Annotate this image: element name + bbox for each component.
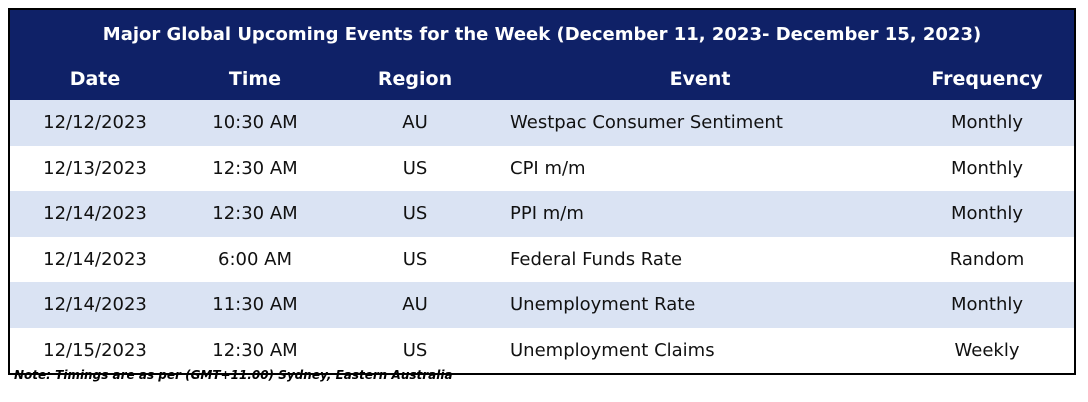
table-cell: Monthly: [900, 100, 1075, 146]
table-cell: Weekly: [954, 339, 1020, 361]
table-cell: Random: [949, 248, 1025, 270]
table-cell: 12/13/2023: [43, 157, 147, 179]
table-cell: 6:00 AM: [218, 248, 292, 270]
table-cell: 12/14/2023: [10, 191, 180, 237]
table-row: 12/15/2023 12:30 AM US Unemployment Claims W…: [10, 328, 1074, 374]
table-cell: Monthly: [950, 157, 1024, 179]
table-cell: AU: [330, 282, 500, 328]
events-table: Major Global Upcoming Events for the Wee…: [8, 8, 1076, 375]
table-cell: 12/14/2023: [10, 282, 180, 328]
table-cell: 12:30 AM: [212, 157, 298, 179]
table-cell: PPI m/m: [500, 191, 900, 237]
table-cell: 12:30 AM: [180, 191, 330, 237]
table-cell: Unemployment Claims: [510, 339, 715, 361]
header-row: Date Time Region Event Frequency: [10, 58, 1075, 100]
column-header: Region: [330, 58, 500, 100]
table-cell: 12:30 AM: [212, 339, 298, 361]
table-cell: US: [330, 191, 500, 237]
table-cell: US: [402, 248, 428, 270]
column-header: Date: [10, 58, 180, 100]
table-cell: 12/15/2023: [43, 339, 147, 361]
table-row: 12/12/2023 10:30 AM AU Westpac Consumer Sen…: [10, 100, 1075, 146]
table-cell: 12/14/2023: [43, 248, 147, 270]
table-cell: Westpac Consumer Sentiment: [500, 100, 900, 146]
table-cell: Unemployment Rate: [500, 282, 900, 328]
note: Note: Timings are as per (GMT+11.00) Syd…: [14, 368, 453, 382]
table-cell: Federal Funds Rate: [510, 248, 683, 270]
table-cell: US: [402, 339, 428, 361]
table-cell: 11:30 AM: [180, 282, 330, 328]
table-cell: US: [402, 157, 428, 179]
column-header: Frequency: [900, 58, 1075, 100]
table-cell: Monthly: [900, 191, 1075, 237]
table-cell: Monthly: [900, 282, 1075, 328]
table-cell: AU: [330, 100, 500, 146]
table-title: Major Global Upcoming Events for the Wee…: [10, 10, 1075, 58]
column-header: Time: [180, 58, 330, 100]
table: Major Global Upcoming Events for the Wee…: [10, 10, 1075, 374]
table-row: 12/14/2023 11:30 AM AU Unemployment Rate Mon…: [10, 282, 1075, 328]
table-cell: CPI m/m: [510, 157, 586, 179]
table-cell: 10:30 AM: [180, 100, 330, 146]
table-row: 12/13/2023 12:30 AM US CPI m/m Monthly: [10, 146, 1074, 192]
table-row: 12/14/2023 12:30 AM US PPI m/m Monthly: [10, 191, 1075, 237]
table-row: 12/14/2023 6:00 AM US Federal Funds Rate Ran…: [10, 237, 1074, 283]
column-header: Event: [500, 58, 900, 100]
table-cell: 12/12/2023: [10, 100, 180, 146]
